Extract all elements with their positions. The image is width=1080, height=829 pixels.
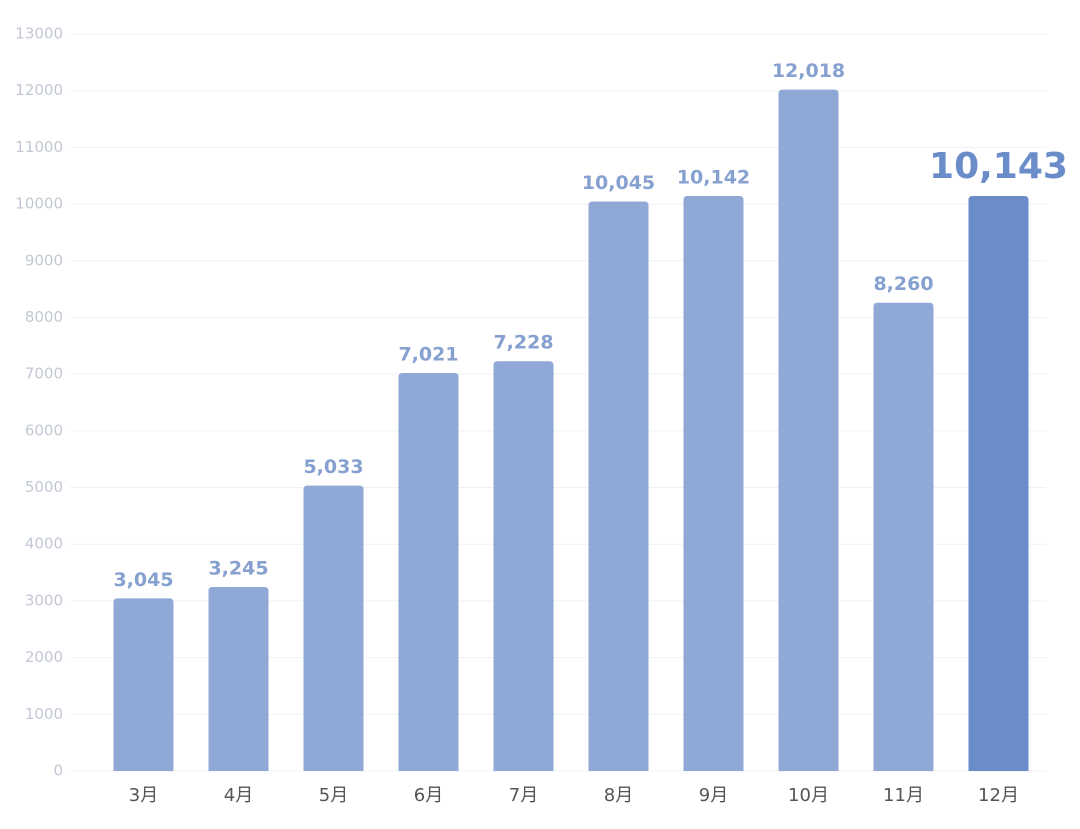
x-tick-label: 3月 [129, 785, 158, 806]
value-label: 12,018 [772, 60, 845, 82]
bar [208, 587, 269, 771]
bar [493, 361, 554, 771]
value-label: 7,021 [398, 343, 458, 365]
x-tick-label: 6月 [414, 785, 443, 806]
bar [113, 598, 174, 771]
x-tick-label: 11月 [883, 785, 924, 806]
y-tick-label: 3000 [25, 591, 63, 609]
bar [968, 195, 1029, 772]
y-tick-label: 4000 [25, 535, 63, 553]
y-tick-label: 5000 [25, 478, 63, 496]
y-tick-label: 2000 [25, 648, 63, 666]
x-tick-label: 7月 [509, 785, 538, 806]
y-tick-label: 1000 [25, 705, 63, 723]
x-tick-label: 4月 [224, 785, 253, 806]
value-label: 10,142 [677, 167, 750, 189]
x-tick-label: 9月 [699, 785, 728, 806]
y-tick-label: 10000 [15, 195, 63, 213]
bar [873, 302, 934, 771]
value-label: 7,228 [493, 332, 553, 354]
bar [398, 372, 459, 771]
bar [588, 201, 649, 772]
bar [778, 89, 839, 771]
value-label: 10,143 [929, 146, 1068, 187]
y-tick-label: 0 [53, 762, 63, 780]
y-tick-label: 11000 [15, 138, 63, 156]
bar [683, 196, 744, 771]
value-label: 8,260 [873, 273, 933, 295]
y-tick-label: 7000 [25, 365, 63, 383]
x-tick-label: 5月 [319, 785, 348, 806]
bar [303, 485, 364, 771]
x-tick-label: 10月 [788, 785, 829, 806]
value-label: 5,033 [303, 456, 363, 478]
y-tick-label: 8000 [25, 308, 63, 326]
y-tick-label: 9000 [25, 251, 63, 269]
x-tick-label: 12月 [978, 785, 1019, 806]
y-tick-label: 12000 [15, 81, 63, 99]
y-tick-label: 6000 [25, 421, 63, 439]
value-label: 10,045 [582, 172, 655, 194]
value-label: 3,045 [113, 569, 173, 591]
x-tick-label: 8月 [604, 785, 633, 806]
y-tick-label: 13000 [15, 25, 63, 43]
value-label: 3,245 [208, 558, 268, 580]
